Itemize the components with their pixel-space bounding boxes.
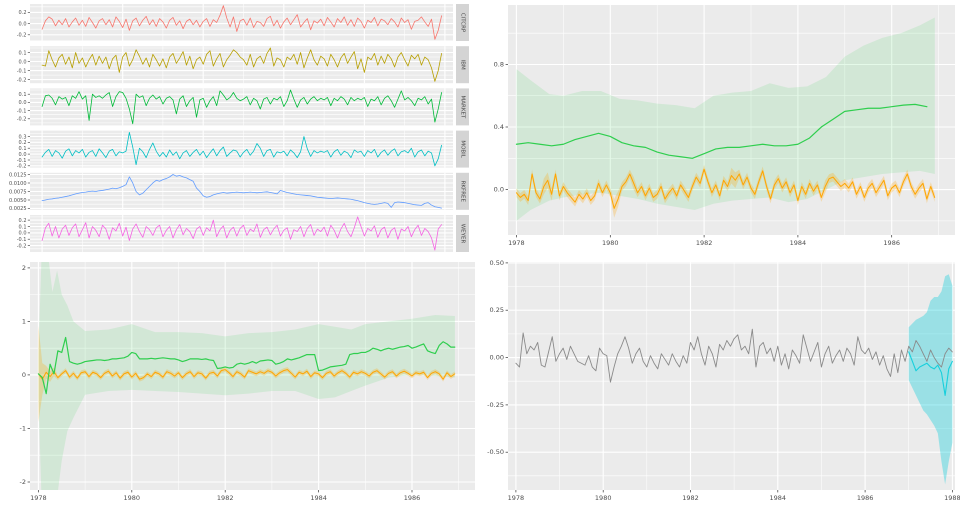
svg-text:1982: 1982	[696, 239, 713, 247]
svg-text:1988: 1988	[944, 494, 960, 502]
svg-text:0.0: 0.0	[19, 152, 27, 158]
svg-text:-0.1: -0.1	[17, 237, 27, 243]
svg-text:1984: 1984	[790, 239, 807, 247]
svg-text:0.0: 0.0	[494, 186, 504, 194]
svg-text:0.2: 0.2	[19, 218, 27, 224]
svg-text:1978: 1978	[508, 239, 525, 247]
svg-text:1986: 1986	[883, 239, 900, 247]
svg-text:-0.2: -0.2	[17, 77, 27, 83]
svg-text:1982: 1982	[682, 494, 699, 502]
svg-text:0.8: 0.8	[494, 61, 504, 69]
svg-text:0.50: 0.50	[490, 259, 504, 267]
svg-text:0.0: 0.0	[19, 231, 27, 237]
facet-time-series-chart: 0.2 0.0 -0.2 CITCRP 0.1 0.0 -0.1 -0.2 IBM 0.1 0.0-…	[0, 0, 480, 257]
svg-text:0.25: 0.25	[490, 306, 504, 314]
svg-text:0.2: 0.2	[19, 10, 27, 16]
svg-text:1980: 1980	[124, 494, 141, 502]
svg-text:0.0: 0.0	[19, 100, 27, 106]
svg-text:1978: 1978	[508, 494, 525, 502]
svg-text:1980: 1980	[602, 239, 619, 247]
svg-text:1984: 1984	[310, 494, 327, 502]
svg-text:0.0100: 0.0100	[9, 181, 27, 187]
svg-text:-0.1: -0.1	[17, 108, 27, 114]
svg-text:2: 2	[22, 264, 26, 272]
svg-text:0.1: 0.1	[19, 92, 27, 98]
svg-text:-0.2: -0.2	[17, 33, 27, 39]
svg-text:MOBIL: MOBIL	[460, 140, 466, 158]
svg-text:0.0075: 0.0075	[9, 189, 27, 195]
svg-text:0.1: 0.1	[19, 146, 27, 152]
svg-text:WEYER: WEYER	[460, 224, 466, 244]
forecast-chart-bottom-right: 1978 1980 1982 1984 1986 1988 0.50 0.25 0.00 -0.2…	[480, 258, 960, 508]
ribbon-estimate-chart-bottom-left: 1978 1980 1982 1984 1986 2 1 0 -1 -2	[0, 258, 480, 508]
svg-text:0.1: 0.1	[19, 224, 27, 230]
ribbon-estimate-chart-top-right: 1978 1980 1982 1984 1986 0.8 0.4 0.0	[480, 0, 960, 257]
svg-text:CITCRP: CITCRP	[460, 13, 466, 33]
svg-text:0.3: 0.3	[19, 134, 27, 140]
svg-text:-0.2: -0.2	[17, 243, 27, 249]
svg-text:1980: 1980	[595, 494, 612, 502]
forecast-plot-bottom-right-svg: 1978 1980 1982 1984 1986 1988 0.50 0.25 0.00 -0.2…	[487, 259, 960, 502]
svg-text:-0.2: -0.2	[17, 117, 27, 123]
svg-text:-0.2: -0.2	[17, 164, 27, 170]
svg-text:-0.25: -0.25	[487, 401, 504, 409]
svg-text:0: 0	[22, 371, 26, 379]
svg-text:1984: 1984	[770, 494, 787, 502]
svg-text:1978: 1978	[30, 494, 47, 502]
estimate-plot-top-right-svg: 1978 1980 1982 1984 1986 0.8 0.4 0.0	[494, 5, 955, 247]
svg-text:IBM: IBM	[460, 60, 466, 70]
svg-text:0.4: 0.4	[494, 123, 504, 131]
facet-plot-svg: 0.20.0-0.2CITCRP0.10.0-0.1-0.2IBM0.10.0-…	[9, 4, 469, 252]
svg-text:0.0025: 0.0025	[9, 206, 27, 212]
svg-text:-0.1: -0.1	[17, 158, 27, 164]
svg-text:1986: 1986	[857, 494, 874, 502]
svg-text:MARKET: MARKET	[460, 96, 466, 119]
svg-text:-2: -2	[20, 478, 26, 486]
svg-text:1986: 1986	[404, 494, 421, 502]
estimate-plot-bottom-left-svg: 1978 1980 1982 1984 1986 2 1 0 -1 -2	[20, 262, 475, 502]
svg-text:RKFREE: RKFREE	[460, 181, 466, 203]
svg-text:1: 1	[22, 317, 26, 325]
svg-text:-1: -1	[20, 425, 26, 433]
svg-text:-0.50: -0.50	[487, 448, 504, 456]
svg-text:0.0: 0.0	[19, 21, 27, 27]
svg-text:0.0: 0.0	[19, 59, 27, 65]
svg-text:0.00: 0.00	[490, 354, 504, 362]
svg-text:0.1: 0.1	[19, 50, 27, 56]
svg-text:0.2: 0.2	[19, 140, 27, 146]
svg-text:-0.1: -0.1	[17, 68, 27, 74]
svg-text:0.0125: 0.0125	[9, 172, 27, 178]
svg-text:1982: 1982	[217, 494, 234, 502]
svg-text:0.0050: 0.0050	[9, 198, 27, 204]
